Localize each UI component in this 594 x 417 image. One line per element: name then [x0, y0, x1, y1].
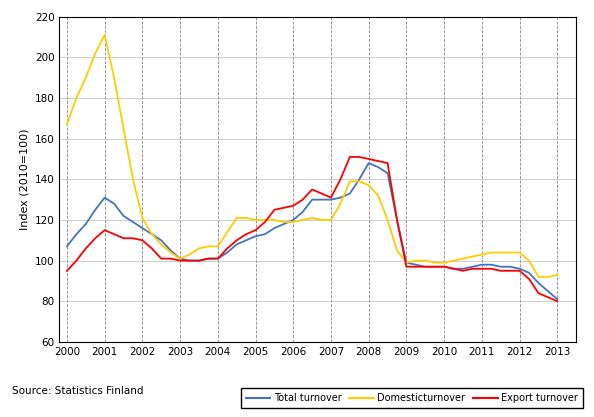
Text: Source: Statistics Finland: Source: Statistics Finland — [12, 386, 143, 396]
Legend: Total turnover, Domesticturnover, Export turnover: Total turnover, Domesticturnover, Export… — [241, 388, 583, 408]
Y-axis label: Index (2010=100): Index (2010=100) — [19, 128, 29, 230]
